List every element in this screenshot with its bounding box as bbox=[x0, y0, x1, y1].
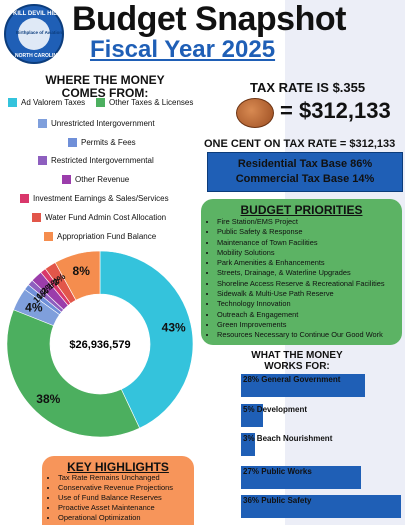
expenditure-heading: WHAT THE MONEY WORKS FOR: bbox=[232, 350, 362, 372]
expenditure-bar bbox=[241, 404, 264, 427]
legend-label: Other Revenue bbox=[75, 175, 130, 184]
seal-center bbox=[18, 18, 50, 50]
highlight-item: Operational Optimization bbox=[58, 513, 173, 523]
expenditure-bar bbox=[241, 433, 255, 456]
donut-center-label: $26,936,579 bbox=[69, 339, 130, 351]
legend-label: Unrestricted Intergovernment bbox=[51, 119, 155, 128]
legend-swatch bbox=[8, 98, 17, 107]
key-highlights-box: KEY HIGHLIGHTS Tax Rate Remains Unchange… bbox=[42, 456, 194, 525]
donut-slice bbox=[6, 309, 140, 438]
priority-item: Streets, Drainage, & Waterline Upgrades bbox=[217, 268, 385, 278]
penny-value: = $312,133 bbox=[280, 98, 391, 123]
legend-item: Unrestricted Intergovernment bbox=[38, 119, 155, 128]
priority-item: Resources Necessary to Continue Our Good… bbox=[217, 330, 385, 340]
highlight-item: Use of Fund Balance Reserves bbox=[58, 493, 173, 503]
residential-tax-base: Residential Tax Base 86% bbox=[237, 158, 373, 170]
donut-data-label: 43% bbox=[162, 321, 186, 335]
highlight-item: Tax Rate Remains Unchanged bbox=[58, 473, 173, 483]
priority-item: Fire Station/EMS Project bbox=[217, 217, 385, 227]
legend-item: Permits & Fees bbox=[68, 138, 136, 147]
donut-slice bbox=[99, 250, 194, 429]
expenditure-heading-line1: WHAT THE MONEY bbox=[251, 350, 343, 361]
priority-item: Maintenance of Town Facilities bbox=[217, 238, 385, 248]
tax-base-box: Residential Tax Base 86% Commercial Tax … bbox=[207, 152, 403, 192]
legend-label: Restricted Intergovernmental bbox=[51, 156, 154, 165]
priority-item: Mobility Solutions bbox=[217, 248, 385, 258]
legend-swatch bbox=[38, 119, 47, 128]
expenditure-bar-label: 36% Public Safety bbox=[243, 496, 312, 505]
priority-item: Outreach & Engagement bbox=[217, 310, 385, 320]
expenditure-bar bbox=[241, 466, 361, 489]
highlights-title: KEY HIGHLIGHTS bbox=[67, 460, 169, 474]
priority-item: Public Safety & Response bbox=[217, 227, 385, 237]
budget-priorities-box: BUDGET PRIORITIES Fire Station/EMS Proje… bbox=[201, 199, 402, 345]
donut-data-label: 4% bbox=[25, 301, 43, 315]
highlights-list: Tax Rate Remains UnchangedConservative R… bbox=[48, 473, 173, 523]
donut-slice bbox=[54, 250, 101, 301]
legend-swatch bbox=[68, 138, 77, 147]
priority-item: Shoreline Access Reserve & Recreational … bbox=[217, 279, 385, 289]
expenditure-bar-label: 27% Public Works bbox=[243, 467, 312, 476]
priority-item: Green Improvements bbox=[217, 320, 385, 330]
priority-item: Technology Innovation bbox=[217, 299, 385, 309]
legend-swatch bbox=[38, 156, 47, 165]
priorities-title: BUDGET PRIORITIES bbox=[240, 203, 363, 217]
legend-label: Other Taxes & Licenses bbox=[109, 98, 194, 107]
donut-data-label: 8% bbox=[73, 264, 91, 278]
expenditure-bar bbox=[241, 495, 401, 518]
legend-swatch bbox=[44, 232, 53, 241]
town-seal-logo: KILL DEVIL HILLS Birthplace of Aviation … bbox=[4, 4, 64, 64]
logo-text-mid: Birthplace of Aviation bbox=[16, 30, 63, 35]
legend-item: Other Revenue bbox=[62, 175, 129, 184]
legend-label: Investment Earnings & Sales/Services bbox=[33, 194, 169, 203]
legend-item: Water Fund Admin Cost Allocation bbox=[32, 213, 166, 222]
one-cent-label: ONE CENT ON TAX RATE = $312,133 bbox=[204, 138, 396, 150]
expenditure-bar-label: 28% General Government bbox=[243, 375, 341, 384]
legend-item: Investment Earnings & Sales/Services bbox=[20, 194, 169, 203]
legend-swatch bbox=[32, 213, 41, 222]
commercial-tax-base: Commercial Tax Base 14% bbox=[235, 173, 375, 185]
priority-item: Sidewalk & Multi-Use Path Reserve bbox=[217, 289, 385, 299]
page-title: Budget Snapshot bbox=[72, 0, 346, 38]
expenditure-bar-label: 5% Development bbox=[243, 405, 308, 414]
legend-item: Other Taxes & Licenses bbox=[96, 98, 193, 107]
legend-label: Ad Valorem Taxes bbox=[21, 98, 86, 107]
legend-item: Appropriation Fund Balance bbox=[44, 232, 156, 241]
legend-label: Water Fund Admin Cost Allocation bbox=[45, 213, 167, 222]
highlight-item: Conservative Revenue Projections bbox=[58, 483, 173, 493]
penny-icon bbox=[236, 98, 274, 128]
legend-item: Ad Valorem Taxes bbox=[8, 98, 85, 107]
legend-swatch bbox=[62, 175, 71, 184]
revenue-donut-chart: 43%38%4%1%1%2%1%2%8%$26,936,579 bbox=[6, 250, 194, 438]
priorities-list: Fire Station/EMS ProjectPublic Safety & … bbox=[207, 217, 385, 341]
logo-text-bottom: NORTH CAROLINA bbox=[15, 53, 61, 59]
expenditure-bar-label: 3% Beach Nourishment bbox=[243, 434, 333, 443]
revenue-heading-line2: COMES FROM: bbox=[61, 86, 149, 100]
legend-label: Appropriation Fund Balance bbox=[57, 232, 157, 241]
revenue-heading-line1: WHERE THE MONEY bbox=[45, 73, 165, 87]
priority-item: Park Amenities & Enhancements bbox=[217, 258, 385, 268]
revenue-heading: WHERE THE MONEY COMES FROM: bbox=[40, 74, 170, 100]
expenditure-bar bbox=[241, 374, 366, 397]
legend-swatch bbox=[20, 194, 29, 203]
donut-data-label: 38% bbox=[36, 392, 60, 406]
legend-item: Restricted Intergovernmental bbox=[38, 156, 154, 165]
tax-rate-label: TAX RATE IS $.355 bbox=[250, 80, 366, 95]
legend-label: Permits & Fees bbox=[81, 138, 136, 147]
highlight-item: Proactive Asset Maintenance bbox=[58, 503, 173, 513]
expenditure-heading-line2: WORKS FOR: bbox=[264, 361, 330, 372]
legend-swatch bbox=[96, 98, 105, 107]
page-subtitle: Fiscal Year 2025 bbox=[90, 36, 276, 63]
logo-text-top: KILL DEVIL HILLS bbox=[13, 11, 65, 17]
